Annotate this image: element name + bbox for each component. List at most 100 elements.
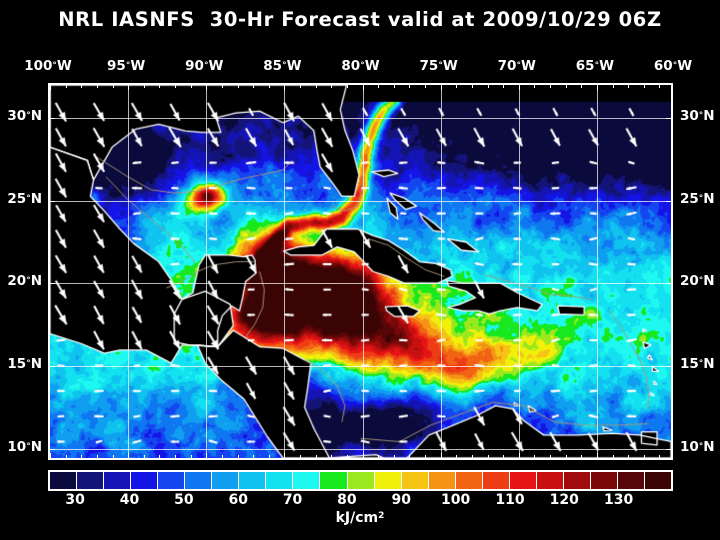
axis-minor-tick (253, 85, 255, 88)
axis-minor-tick (534, 455, 536, 458)
axis-minor-tick (487, 455, 489, 458)
axis-minor-tick (440, 455, 442, 458)
axis-minor-tick (612, 455, 614, 458)
axis-tick (50, 118, 55, 120)
axis-minor-tick (284, 455, 286, 458)
axis-minor-tick (96, 455, 98, 458)
colorbar-cell (509, 472, 537, 489)
lat-tick-label: 30°N (680, 108, 715, 125)
axis-minor-tick (362, 455, 364, 458)
lat-tick-label: 30°N (7, 108, 42, 125)
axis-minor-tick (315, 455, 317, 458)
axis-minor-tick (65, 455, 67, 458)
axis-minor-tick (175, 85, 176, 88)
lon-tick-label: 90°W (185, 58, 224, 74)
axis-minor-tick (96, 85, 98, 88)
axis-minor-tick (581, 455, 583, 458)
colorbar-tick-label: 130 (604, 492, 634, 508)
ohc-heatmap-canvas (50, 85, 671, 458)
axis-minor-tick (409, 85, 411, 88)
colorbar-cell (293, 472, 321, 489)
axis-minor-tick (471, 455, 473, 458)
axis-minor-tick (393, 85, 395, 88)
axis-minor-tick (268, 455, 270, 458)
colorbar-cell (536, 472, 564, 489)
colorbar-tick-label: 70 (282, 492, 303, 508)
colorbar-tick-label: 120 (549, 492, 579, 508)
colorbar-cell (401, 472, 429, 489)
axis-minor-tick (284, 85, 286, 88)
axis-tick (50, 366, 55, 368)
axis-minor-tick (503, 455, 505, 458)
colorbar-cell (239, 472, 267, 489)
axis-minor-tick (175, 455, 176, 458)
axis-minor-tick (81, 85, 83, 88)
axis-tick (666, 283, 671, 285)
figure-title: NRL IASNFS 30-Hr Forecast valid at 2009/… (58, 8, 662, 31)
colorbar-cell (185, 472, 213, 489)
axis-minor-tick (628, 455, 630, 458)
axis-tick (50, 283, 55, 285)
colorbar-cell (428, 472, 456, 489)
colorbar-cell (617, 472, 646, 489)
axis-minor-tick (456, 85, 458, 88)
colorbar-tick-label: 40 (119, 492, 140, 508)
colorbar-tick-label: 100 (440, 492, 471, 508)
colorbar-cell (266, 472, 294, 489)
axis-tick (666, 118, 671, 120)
axis-minor-tick (237, 85, 239, 88)
axis-minor-tick (378, 85, 380, 88)
axis-minor-tick (612, 85, 614, 88)
axis-minor-tick (221, 85, 223, 88)
colorbar-cell (158, 472, 186, 489)
graticule-meridian (596, 85, 598, 458)
lon-tick-label: 100°W (24, 58, 72, 74)
lon-tick-label: 75°W (419, 58, 458, 74)
axis-minor-tick (362, 85, 364, 88)
lon-tick-label: 95°W (107, 58, 146, 74)
axis-minor-tick (206, 455, 208, 458)
colorbar-cell (77, 472, 105, 489)
axis-minor-tick (143, 85, 145, 88)
axis-minor-tick (81, 455, 83, 458)
axis-minor-tick (550, 455, 551, 458)
axis-tick (50, 448, 55, 450)
lat-tick-label: 25°N (680, 190, 715, 207)
axis-minor-tick (378, 455, 380, 458)
axis-tick (666, 366, 671, 368)
axis-minor-tick (425, 85, 426, 88)
lat-tick-label: 25°N (7, 190, 42, 207)
colorbar-units-label: kJ/cm2 (335, 510, 385, 526)
graticule-meridian (284, 85, 286, 458)
lon-tick-label: 70°W (497, 58, 536, 74)
colorbar-cell (347, 472, 375, 489)
axis-minor-tick (159, 85, 161, 88)
graticule-meridian (206, 85, 208, 458)
axis-minor-tick (565, 455, 567, 458)
colorbar-tick-label: 90 (391, 492, 411, 508)
axis-minor-tick (331, 85, 333, 88)
axis-minor-tick (596, 85, 598, 88)
graticule-meridian (440, 85, 442, 458)
axis-minor-tick (253, 455, 255, 458)
map-plot-area[interactable]: OHC (48, 83, 673, 460)
axis-minor-tick (190, 85, 192, 88)
axis-minor-tick (643, 455, 645, 458)
colorbar-cell (563, 472, 591, 489)
axis-minor-tick (440, 85, 442, 88)
axis-minor-tick (534, 85, 536, 88)
graticule-parallel (50, 200, 671, 202)
axis-minor-tick (628, 85, 630, 88)
axis-minor-tick (346, 455, 348, 458)
axis-minor-tick (518, 455, 520, 458)
axis-minor-tick (128, 455, 130, 458)
colorbar-cell (104, 472, 132, 489)
lon-tick-label: 80°W (341, 58, 380, 74)
colorbar-cell (320, 472, 348, 489)
lon-tick-label: 85°W (263, 58, 302, 74)
axis-minor-tick (315, 85, 317, 88)
colorbar-tick-label: 80 (337, 492, 357, 508)
colorbar[interactable] (48, 470, 673, 491)
lat-tick-label: 10°N (680, 438, 715, 455)
colorbar-cell (374, 472, 402, 489)
